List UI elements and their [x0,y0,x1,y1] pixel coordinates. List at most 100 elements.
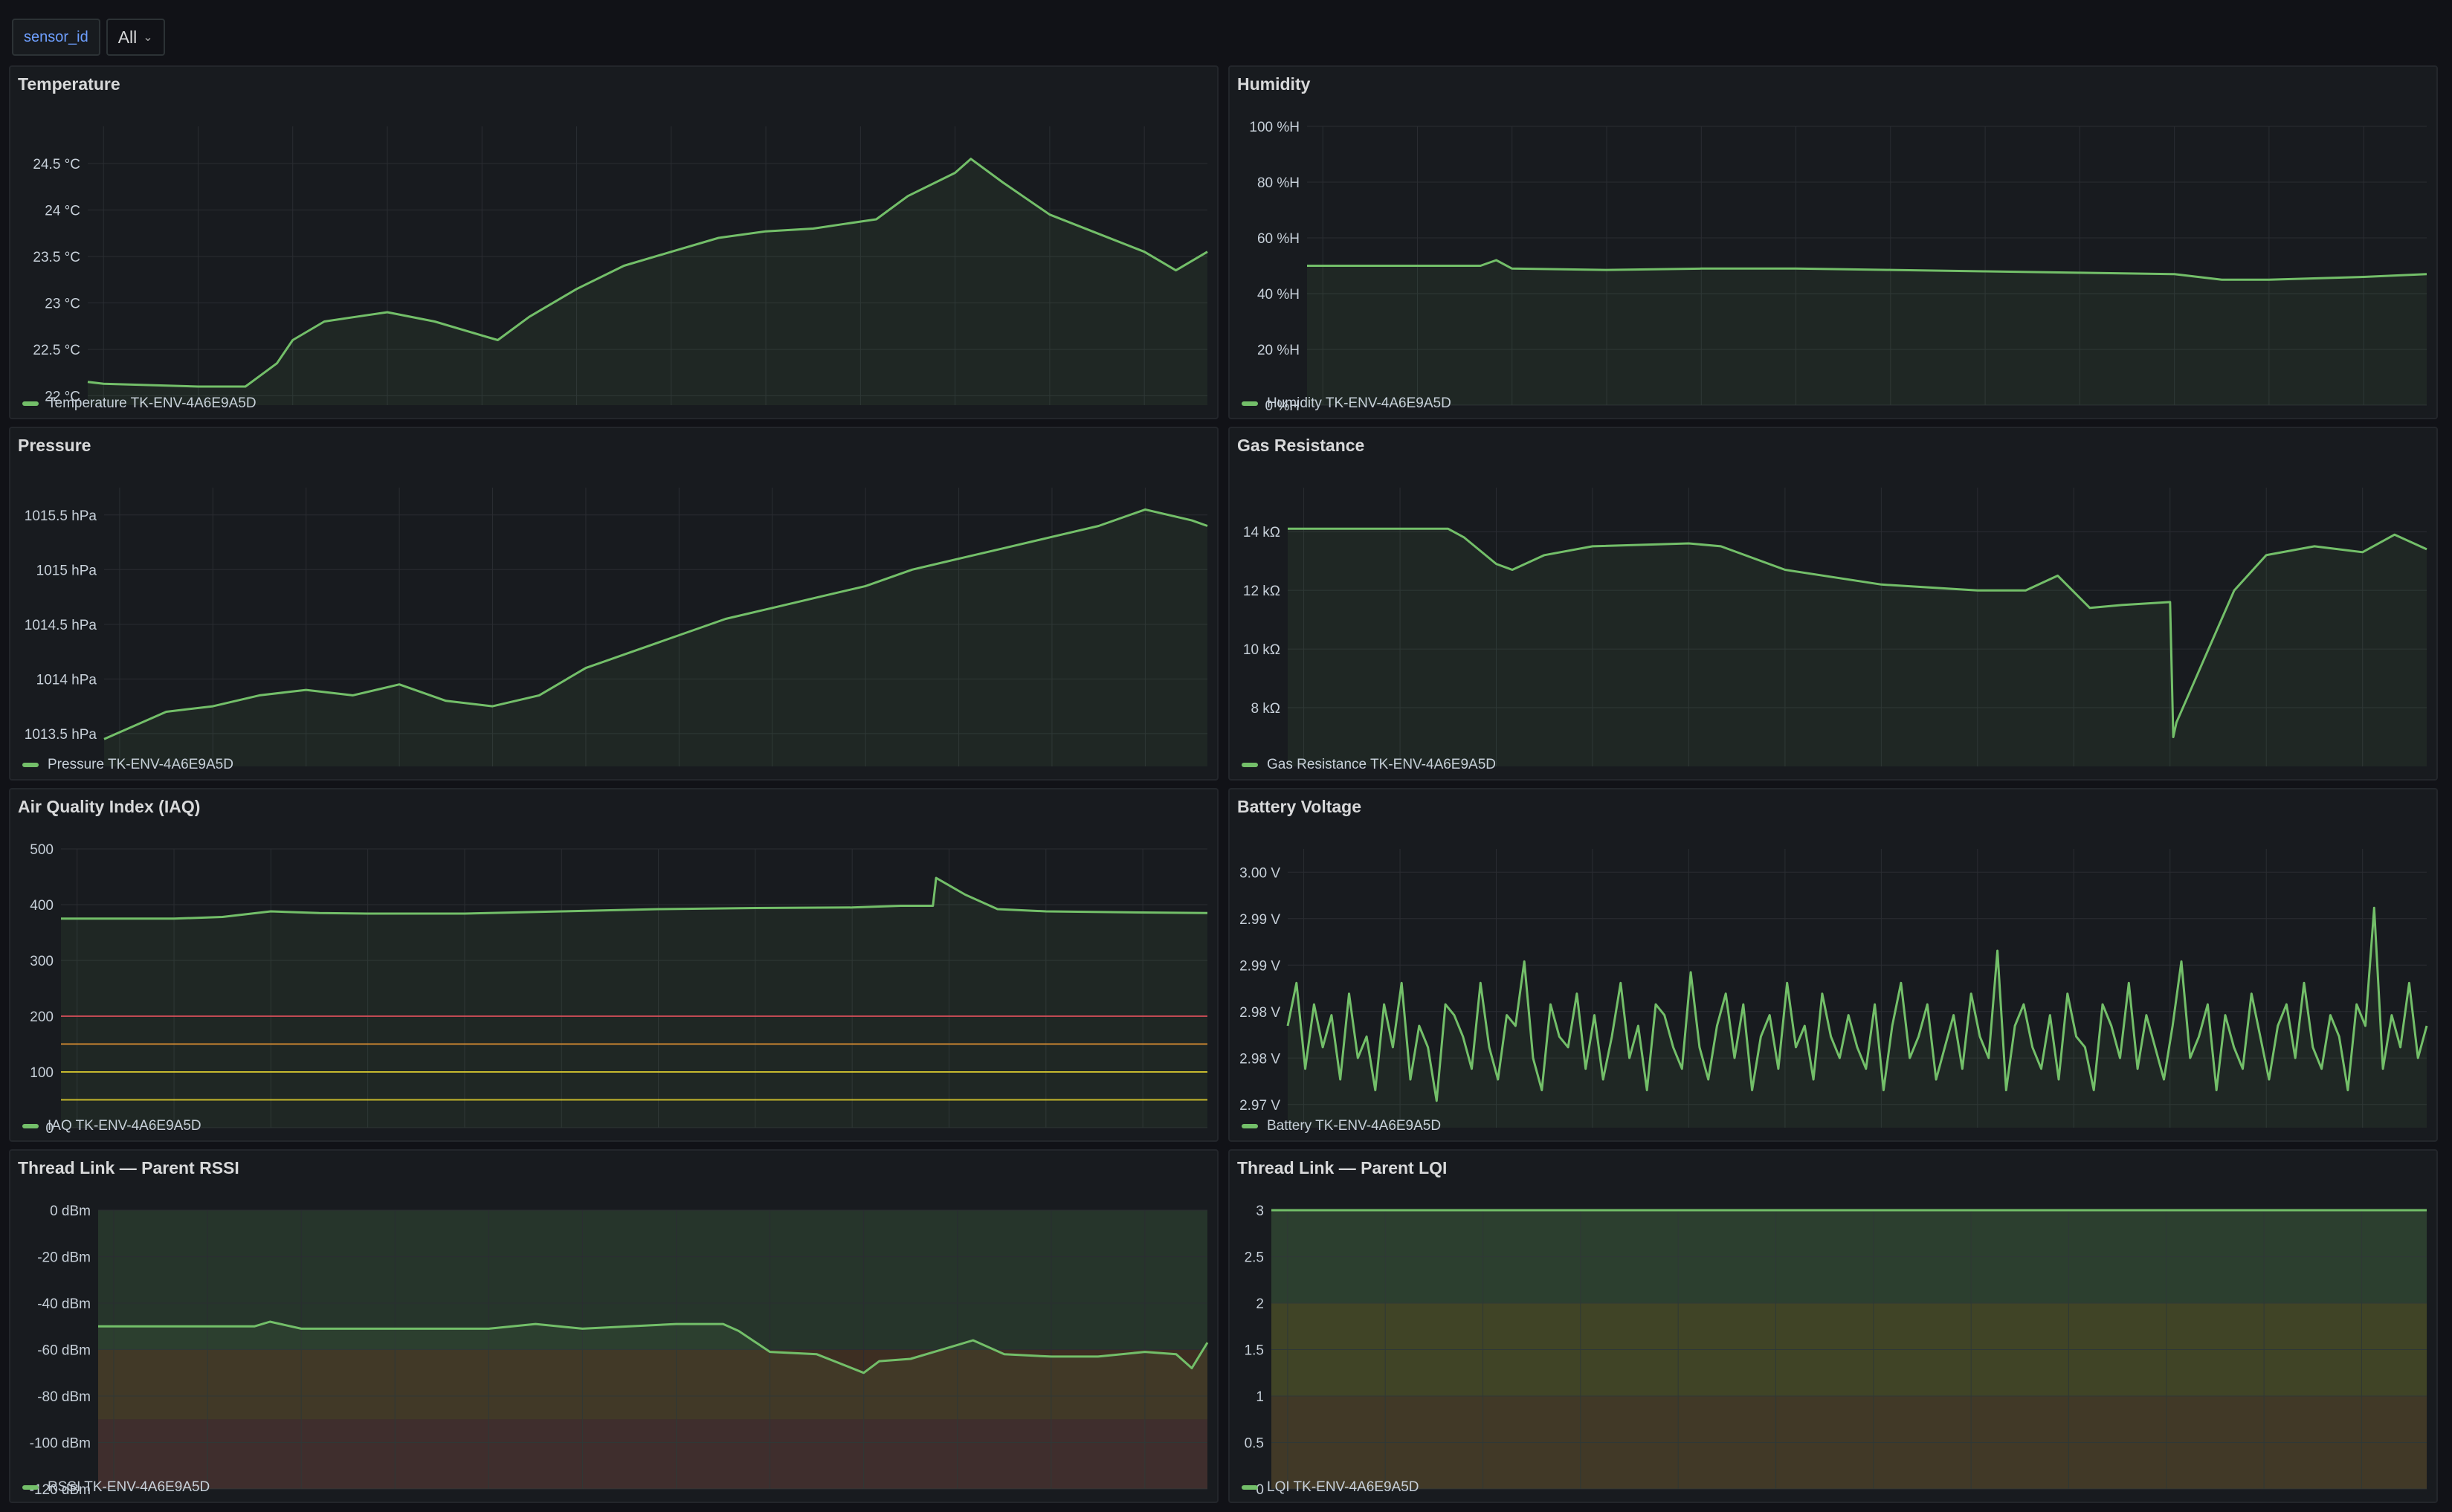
legend-label: LQI TK-ENV-4A6E9A5D [1267,1479,1419,1495]
chevron-down-icon: ⌄ [143,31,153,44]
y-tick-label: 400 [30,898,54,914]
panel-rssi[interactable]: Thread Link — Parent RSSI -120 dBm -100 dB… [9,1149,1219,1503]
y-tick-label: 12 kΩ [1243,584,1280,599]
legend-item[interactable]: Humidity TK-ENV-4A6E9A5D [1242,395,1451,412]
y-tick-label: 0 [1256,1482,1264,1498]
y-tick-label: -120 dBm [30,1482,91,1498]
y-tick-label: 2.98 V [1239,1051,1280,1067]
legend-item[interactable]: RSSI TK-ENV-4A6E9A5D [22,1479,210,1496]
chart-battery[interactable]: 2.97 V2.98 V2.98 V2.99 V2.99 V3.00 V17:0… [1230,789,2439,1143]
series-line[interactable] [1307,259,2427,281]
y-tick-label: 60 %H [1257,231,1300,247]
y-tick-label: 3 [1256,1204,1264,1219]
y-tick-label: 80 %H [1257,175,1300,191]
y-tick-label: 20 %H [1257,343,1300,358]
panel-pressure[interactable]: Pressure 1013.5 hPa 1014 hPa 1014.5 hPa 1015… [9,427,1219,781]
threshold-band [98,1349,1207,1420]
series-line[interactable] [103,508,1208,740]
series-line[interactable] [87,158,1208,388]
legend-swatch [1242,1485,1258,1490]
chart-rssi[interactable]: -120 dBm -100 dBm -80 dBm -60 dBm -40 dBm -20… [10,1151,1220,1505]
y-tick-label: 100 %H [1249,120,1300,135]
chart-lqi[interactable]: 00.511.522.5317:0017:3018:0018:3019:0019… [1230,1151,2439,1505]
panel-title: Humidity [1237,74,1311,94]
y-tick-label: 8 kΩ [1251,701,1280,717]
y-tick-label: 300 [30,954,54,969]
panel-battery[interactable]: Battery Voltage 2.97 V 2.98 V 2.98 V 2.99 V 2… [1228,788,2438,1142]
y-tick-label: 2.98 V [1239,1005,1280,1021]
y-tick-label: 10 kΩ [1243,642,1280,658]
legend-label: Temperature TK-ENV-4A6E9A5D [48,395,257,411]
threshold-band [98,1210,1207,1350]
legend-item[interactable]: Gas Resistance TK-ENV-4A6E9A5D [1242,757,1496,773]
legend-swatch [1242,1124,1258,1128]
y-tick-label: 0.5 [1245,1436,1264,1452]
y-tick-label: 22.5 °C [33,343,80,358]
y-tick-label: 0 dBm [50,1204,91,1219]
series-line[interactable] [1286,906,2428,1102]
panel-lqi[interactable]: Thread Link — Parent LQI00.511.522.5317:… [1228,1149,2438,1503]
series-line[interactable] [1288,527,2427,738]
legend-item[interactable]: Temperature TK-ENV-4A6E9A5D [22,395,257,412]
y-tick-label: 22 °C [45,390,80,405]
y-tick-label: -100 dBm [30,1436,91,1452]
y-tick-label: 23.5 °C [33,250,80,265]
y-tick-label: -40 dBm [37,1296,91,1312]
y-tick-label: 2.5 [1245,1250,1264,1266]
panel-title: Air Quality Index (IAQ) [18,797,201,816]
y-tick-label: 0 %H [1265,398,1300,414]
series-area [1288,529,2427,766]
y-tick-label: 24.5 °C [33,157,80,172]
series-area [88,158,1207,405]
series-line[interactable] [98,1320,1209,1374]
y-tick-label: 1014 hPa [36,672,97,688]
chart-iaq[interactable]: 010020030040050017:0017:3018:0018:3019:0… [10,789,1220,1143]
y-tick-label: 3.00 V [1239,865,1280,881]
y-tick-label: 1.5 [1245,1343,1264,1359]
sensor-id-value: All [117,27,138,47]
legend-item[interactable]: Pressure TK-ENV-4A6E9A5D [22,757,233,773]
y-tick-label: 2.97 V [1239,1098,1280,1114]
legend-label: RSSI TK-ENV-4A6E9A5D [48,1479,210,1495]
legend-swatch [1242,401,1258,406]
legend-label: Humidity TK-ENV-4A6E9A5D [1267,395,1451,411]
sensor-id-select[interactable]: All ⌄ [106,19,165,56]
legend-swatch [22,1485,39,1490]
panel-iaq[interactable]: Air Quality Index (IAQ)01002003004005001… [9,788,1219,1142]
y-tick-label: 1014.5 hPa [25,618,97,633]
legend-label: Battery TK-ENV-4A6E9A5D [1267,1118,1442,1134]
legend-item[interactable]: LQI TK-ENV-4A6E9A5D [1242,1479,1419,1496]
y-tick-label: 1015.5 hPa [25,508,97,524]
series-area [61,878,1207,1128]
panel-title: Pressure [18,436,91,455]
panel-title: Temperature [18,74,120,94]
variable-label: sensor_id [12,19,100,56]
legend-label: Pressure TK-ENV-4A6E9A5D [48,757,233,772]
chart-pressure[interactable]: 1013.5 hPa 1014 hPa 1014.5 hPa 1015 hPa 1015… [10,428,1220,782]
legend-label: Gas Resistance TK-ENV-4A6E9A5D [1267,757,1497,772]
y-tick-label: 2 [1256,1296,1264,1312]
panel-title: Thread Link — Parent LQI [1237,1158,1448,1177]
series-area [1307,260,2427,405]
legend-item[interactable]: Battery TK-ENV-4A6E9A5D [1242,1118,1441,1134]
panel-temperature[interactable]: Temperature 22 °C 22.5 °C 23 °C 23.5 °C 24 °C… [9,65,1219,419]
y-tick-label: 14 kΩ [1243,525,1280,540]
variable-bar: sensor_id All ⌄ [12,19,165,56]
panel-title: Gas Resistance [1237,436,1365,455]
legend-swatch [22,1124,39,1128]
series-line[interactable] [61,876,1208,920]
y-tick-label: 2.99 V [1239,958,1280,974]
threshold-band [98,1419,1207,1489]
y-tick-label: 200 [30,1009,54,1025]
chart-temperature[interactable]: 22 °C22.5 °C23 °C23.5 °C24 °C24.5 °C17:0… [10,67,1220,421]
y-tick-label: 23 °C [45,297,80,312]
legend-item[interactable]: IAQ TK-ENV-4A6E9A5D [22,1118,201,1134]
y-tick-label: 1013.5 hPa [25,727,97,743]
y-tick-label: 24 °C [45,204,80,219]
series-area [1271,1210,2427,1489]
y-tick-label: 1 [1256,1389,1264,1405]
